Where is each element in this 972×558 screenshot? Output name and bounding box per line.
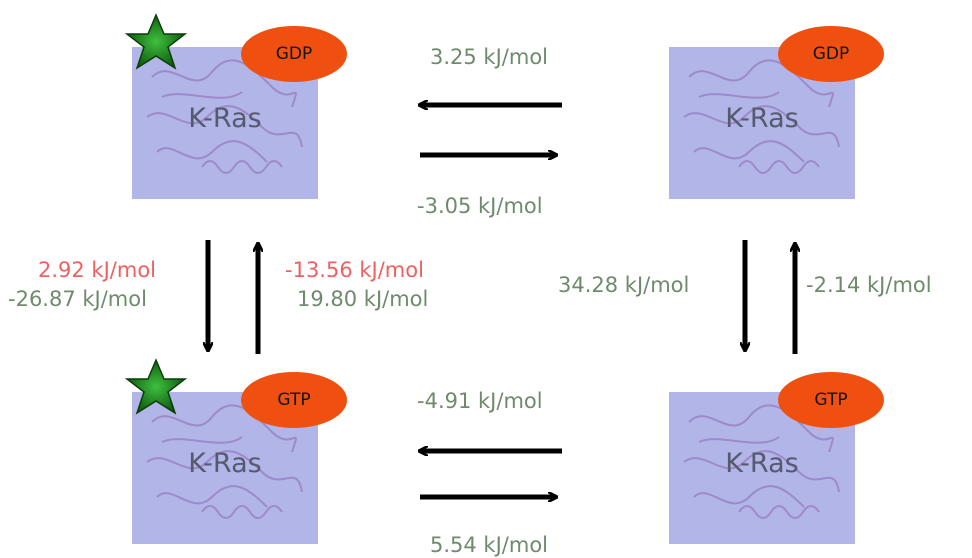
protein-ribbon-icon (146, 59, 303, 174)
energy-top-forward: -3.05 kJ/mol (417, 194, 543, 218)
energy-top-reverse: 3.25 kJ/mol (430, 45, 549, 69)
energy-left-down-red: 2.92 kJ/mol (38, 258, 157, 282)
energy-right-up: -2.14 kJ/mol (806, 273, 932, 297)
protein-ribbon-icon (683, 59, 840, 174)
star-icon (124, 13, 188, 70)
protein-label: K-Ras (725, 103, 799, 134)
energy-left-down-green: -26.87 kJ/mol (8, 287, 147, 311)
gdp-nucleotide: GDP (778, 26, 884, 82)
star-icon (124, 358, 188, 415)
energy-right-down: 34.28 kJ/mol (558, 273, 690, 297)
energy-bottom-forward: 5.54 kJ/mol (430, 533, 549, 557)
protein-label: K-Ras (188, 448, 262, 479)
protein-label: K-Ras (188, 103, 262, 134)
gtp-nucleotide: GTP (241, 372, 347, 428)
energy-left-up-red: -13.56 kJ/mol (285, 258, 424, 282)
energy-bottom-reverse: -4.91 kJ/mol (417, 389, 543, 413)
gdp-nucleotide: GDP (241, 26, 347, 82)
kras-gtp-unlabeled-box: K-Ras (669, 392, 855, 544)
protein-ribbon-icon (146, 404, 303, 519)
energy-left-up-green: 19.80 kJ/mol (297, 287, 429, 311)
kras-gdp-unlabeled-box: K-Ras (669, 47, 855, 199)
protein-ribbon-icon (683, 404, 840, 519)
protein-label: K-Ras (725, 448, 799, 479)
gtp-nucleotide: GTP (778, 372, 884, 428)
